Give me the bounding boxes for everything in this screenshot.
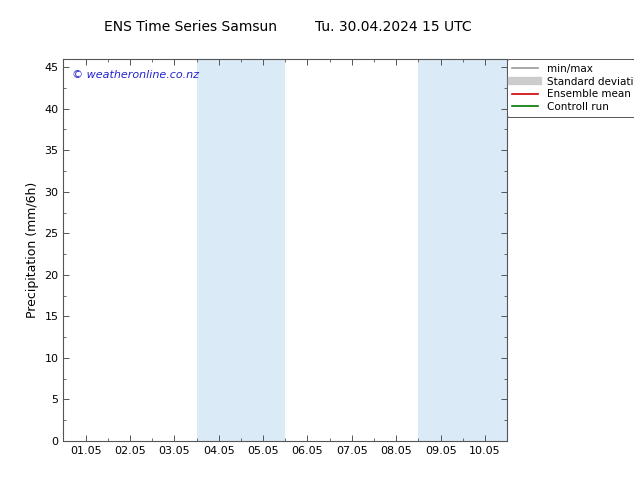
Y-axis label: Precipitation (mm/6h): Precipitation (mm/6h) xyxy=(26,182,39,318)
Bar xyxy=(241,59,285,441)
Legend: min/max, Standard deviation, Ensemble mean run, Controll run: min/max, Standard deviation, Ensemble me… xyxy=(507,59,634,117)
Text: © weatheronline.co.nz: © weatheronline.co.nz xyxy=(72,70,199,80)
Bar xyxy=(463,59,507,441)
Text: ENS Time Series Samsun: ENS Time Series Samsun xyxy=(104,20,276,34)
Bar xyxy=(418,59,463,441)
Text: Tu. 30.04.2024 15 UTC: Tu. 30.04.2024 15 UTC xyxy=(314,20,472,34)
Bar xyxy=(197,59,241,441)
